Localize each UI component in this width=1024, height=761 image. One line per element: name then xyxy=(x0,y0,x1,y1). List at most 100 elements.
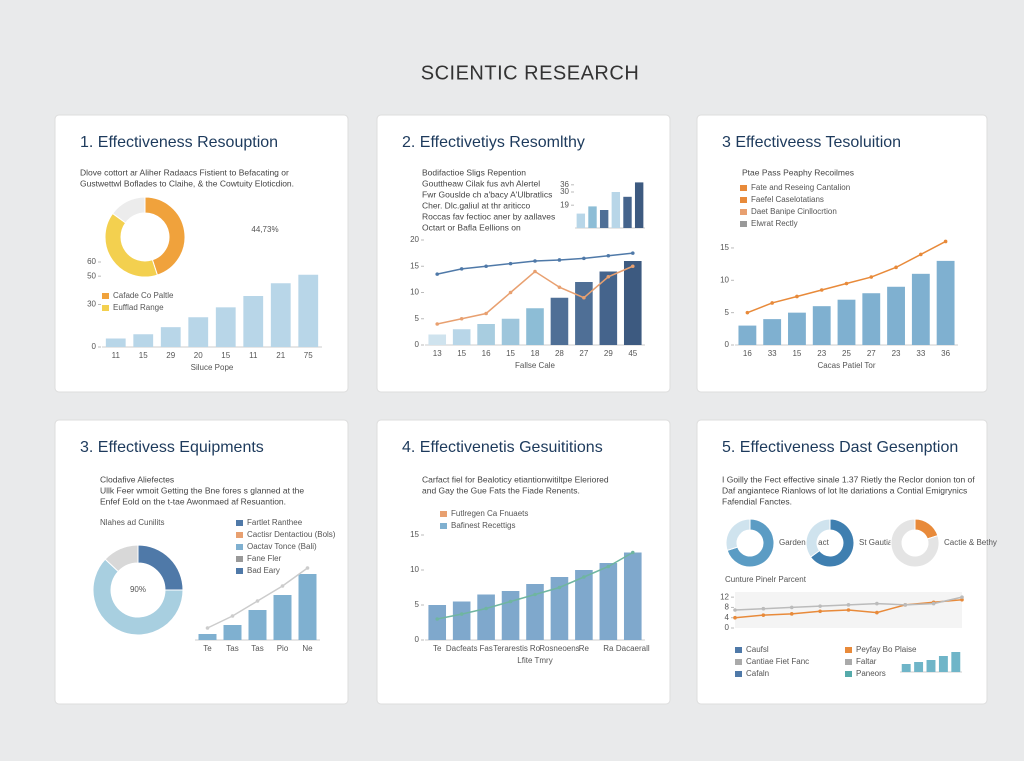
trend-line-point xyxy=(557,585,562,590)
x-axis-label: Lfite Tmry xyxy=(517,656,552,665)
card-text: Ptae Pass Peaphy Recoilmes xyxy=(742,167,854,177)
legend-label: Futlregen Ca Fnuaets xyxy=(451,509,528,518)
bar xyxy=(634,182,644,228)
bar xyxy=(914,662,924,672)
trend-line-point xyxy=(606,564,611,569)
trend-line-point xyxy=(869,275,874,279)
x-tick-label: Dacfeats xyxy=(446,644,478,653)
legend-label: Fate and Reseing Cantalion xyxy=(751,183,850,192)
bar xyxy=(763,319,782,345)
card-text: Daf angiantece Rianlows of lot lte daria… xyxy=(722,485,967,495)
bar xyxy=(273,595,292,640)
legend-swatch xyxy=(440,523,447,529)
bar xyxy=(550,297,569,345)
trend-line-point xyxy=(582,575,586,579)
y-tick-label: 15 xyxy=(410,261,419,270)
legend-swatch xyxy=(440,511,447,517)
trend-line-point xyxy=(894,265,898,270)
y-tick-label: 0 xyxy=(725,340,730,349)
bar xyxy=(575,570,593,640)
x-tick-label: 16 xyxy=(482,349,491,358)
y-tick-label: 0 xyxy=(92,342,97,351)
series-line-point xyxy=(818,604,822,608)
bar xyxy=(298,574,317,640)
card-title: 5. Effectiveness Dast Gesenption xyxy=(722,439,958,456)
x-tick-label: Rosneoens xyxy=(539,644,579,653)
legend-swatch xyxy=(236,556,243,562)
series-line-point xyxy=(846,603,851,607)
y-tick-label: 20 xyxy=(410,235,419,244)
trend-line-point xyxy=(508,261,513,266)
y-tick-label: 10 xyxy=(720,275,729,284)
x-tick-label: 16 xyxy=(743,349,752,358)
x-tick-label: 11 xyxy=(249,351,258,360)
bar xyxy=(812,306,831,345)
card-title: 3 Effectiveess Tesoluition xyxy=(722,134,901,151)
pie-slice xyxy=(809,518,855,568)
legend-swatch xyxy=(735,659,742,665)
series-line-point xyxy=(789,612,794,616)
card-text: Enfef Eold on the t-tae Awonmaed af Resu… xyxy=(100,496,286,506)
trend-line-point xyxy=(844,281,849,286)
trend-line-point xyxy=(533,259,537,263)
series-line-point xyxy=(875,610,879,615)
x-tick-label: Terarestis xyxy=(493,644,528,653)
x-tick-label: 33 xyxy=(916,349,925,358)
card-title: 4. Effectivenetis Gesuititions xyxy=(402,439,603,456)
trend-line-point xyxy=(435,322,440,326)
legend-label: Bafinest Recettigs xyxy=(451,521,515,530)
card-text: Carfact fiel for Bealoticy etiantionwiti… xyxy=(422,474,609,484)
trend-line-point xyxy=(745,310,750,315)
x-tick-label: Ne xyxy=(302,644,313,653)
x-tick-label: 28 xyxy=(555,349,564,358)
y-tick-label: 10 xyxy=(410,288,419,297)
x-tick-label: Ro xyxy=(530,644,541,653)
x-tick-label: Te xyxy=(203,644,212,653)
legend-label: Caufsl xyxy=(746,645,769,654)
card xyxy=(376,114,671,393)
bar xyxy=(477,324,495,345)
bar xyxy=(901,664,911,672)
x-tick-label: 36 xyxy=(941,349,950,358)
bar xyxy=(837,299,856,345)
bar xyxy=(428,334,447,345)
series-line-point xyxy=(818,609,822,614)
card-text: Gouttheaw Cilak fus avh Alertel xyxy=(422,178,540,188)
bar xyxy=(911,273,930,345)
trend-line-point xyxy=(230,614,235,618)
x-tick-label: 29 xyxy=(166,351,175,360)
card-text: Dlove cottort ar Aliher Radaacs Fistient… xyxy=(80,167,289,177)
legend-swatch xyxy=(102,305,109,311)
y-tick-label: 19 xyxy=(560,200,569,209)
trend-line-point xyxy=(630,264,635,269)
pie-slice xyxy=(726,518,775,568)
trend-line-point xyxy=(582,295,586,300)
card-text: Octart or Bafla Eellions on xyxy=(422,222,521,232)
x-tick-label: 15 xyxy=(139,351,148,360)
trend-line-point xyxy=(508,599,513,604)
page-title: SCIENTIC RESEARCH xyxy=(421,62,640,84)
legend-swatch xyxy=(735,647,742,653)
bar xyxy=(575,282,593,345)
y-tick-label: 15 xyxy=(410,530,419,539)
trend-line-point xyxy=(606,253,611,258)
card-text: Cher. Dlc.galiul at thr ariticco xyxy=(422,200,530,210)
bar xyxy=(623,261,642,345)
trend-line-point xyxy=(280,584,285,588)
x-tick-label: 15 xyxy=(506,349,515,358)
trend-line-point xyxy=(305,566,310,570)
x-tick-label: 27 xyxy=(579,349,588,358)
x-axis-label: Cacas Patiel Tor xyxy=(817,361,875,370)
y-tick-label: 30 xyxy=(560,187,569,196)
x-tick-label: 23 xyxy=(892,349,901,358)
card-text: Gustwettwl Boflades to Claihe, & the Cow… xyxy=(80,178,294,188)
legend-label: Bad Eary xyxy=(247,566,280,575)
legend-label: Daet Banipe Cinllocrtion xyxy=(751,207,837,216)
x-tick-label: 15 xyxy=(457,349,466,358)
series-line-point xyxy=(733,608,737,612)
legend-swatch xyxy=(740,185,747,191)
pie-caption: Nlahes ad Cunilits xyxy=(100,518,164,527)
trend-line-point xyxy=(533,592,537,597)
bar xyxy=(270,283,291,347)
